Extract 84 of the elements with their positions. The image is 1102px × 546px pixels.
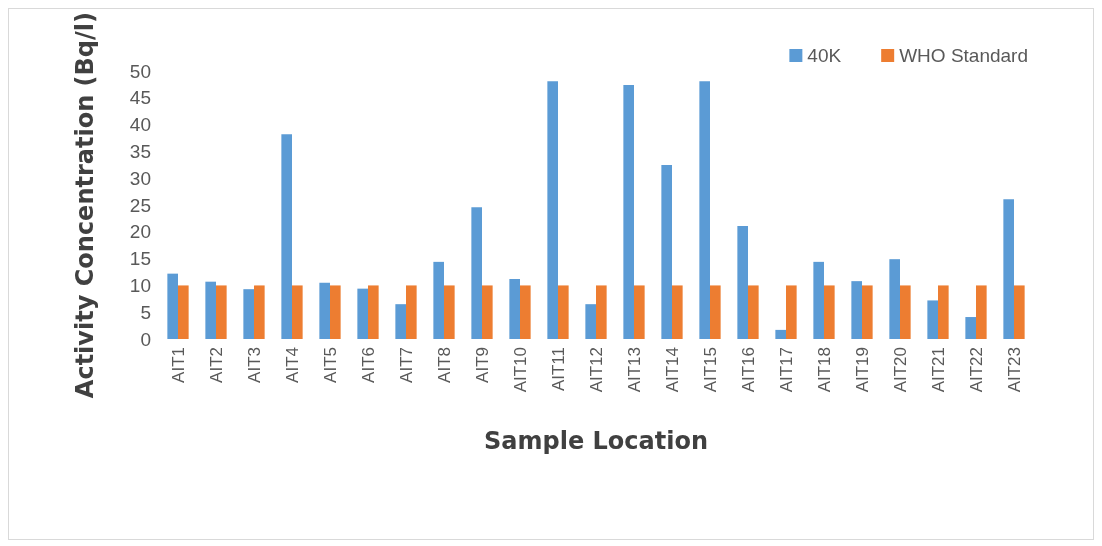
- bar: [596, 285, 607, 339]
- bar: [433, 261, 444, 339]
- x-tick-label: AIT3: [244, 347, 264, 383]
- bar: [623, 85, 634, 339]
- bar: [699, 81, 710, 339]
- legend-label: WHO Standard: [899, 45, 1028, 66]
- x-tick-label: AIT2: [206, 347, 226, 383]
- y-tick-label: 0: [140, 328, 151, 350]
- x-tick-label: AIT14: [662, 347, 682, 393]
- y-tick-label: 30: [129, 167, 151, 189]
- bar: [482, 285, 493, 339]
- bar: [710, 285, 721, 339]
- y-tick-label: 25: [129, 194, 151, 216]
- bar: [406, 285, 417, 339]
- y-tick-label: 40: [129, 114, 151, 136]
- y-axis-title: Activity Concentration (Bq/l): [71, 12, 99, 399]
- x-tick-label: AIT5: [320, 347, 340, 383]
- x-tick-label: AIT21: [928, 347, 948, 393]
- y-tick-label: 45: [129, 87, 151, 109]
- bar: [1003, 199, 1014, 339]
- bar: [634, 285, 645, 339]
- x-tick-label: AIT17: [776, 347, 796, 393]
- bar: [661, 164, 672, 339]
- bar: [775, 329, 786, 339]
- y-tick-label: 10: [129, 274, 151, 296]
- x-tick-label: AIT1: [168, 347, 188, 383]
- bar: [976, 285, 987, 339]
- bar: [672, 285, 683, 339]
- bar: [319, 282, 330, 339]
- bar: [927, 300, 938, 339]
- bar: [851, 281, 862, 339]
- y-tick-label: 15: [129, 248, 151, 270]
- bar: [748, 285, 759, 339]
- bar: [786, 285, 797, 339]
- x-tick-label: AIT19: [852, 347, 872, 393]
- y-tick-label: 20: [129, 221, 151, 243]
- bar: [965, 317, 976, 339]
- x-tick-label: AIT12: [586, 347, 606, 393]
- bar: [254, 285, 265, 339]
- x-axis-title: Sample Location: [483, 427, 709, 455]
- bar: [205, 281, 216, 339]
- x-tick-label: AIT7: [396, 347, 416, 383]
- bar: [1014, 285, 1025, 339]
- x-tick-label: AIT18: [814, 347, 834, 393]
- bar: [243, 289, 254, 339]
- bar: [471, 207, 482, 339]
- bar: [813, 261, 824, 339]
- bar: [520, 285, 531, 339]
- x-tick-label: AIT11: [548, 347, 568, 392]
- x-tick-label: AIT4: [282, 347, 302, 383]
- bar: [900, 285, 911, 339]
- bar: [357, 288, 368, 339]
- bar: [292, 285, 303, 339]
- x-tick-label: AIT16: [738, 347, 758, 393]
- bar: [509, 279, 520, 339]
- bar: [824, 285, 835, 339]
- bar: [281, 134, 292, 339]
- x-tick-label: AIT22: [966, 347, 986, 393]
- y-tick-label: 35: [129, 141, 151, 163]
- y-tick-label: 50: [129, 60, 151, 82]
- x-tick-label: AIT23: [1004, 347, 1024, 393]
- legend-label: 40K: [807, 45, 842, 66]
- bar: [585, 304, 596, 339]
- bar: [395, 304, 406, 339]
- x-tick-label: AIT6: [358, 347, 378, 383]
- bar: [558, 285, 569, 339]
- y-tick-label: 5: [140, 301, 151, 323]
- x-tick-label: AIT15: [700, 347, 720, 393]
- bar: [444, 285, 455, 339]
- x-tick-label: AIT9: [472, 347, 492, 383]
- bar: [889, 259, 900, 339]
- bar: [216, 285, 227, 339]
- bar: [368, 285, 379, 339]
- x-tick-label: AIT8: [434, 347, 454, 383]
- bar: [938, 285, 949, 339]
- x-tick-label: AIT13: [624, 347, 644, 393]
- bar: [167, 273, 178, 339]
- bar: [862, 285, 873, 339]
- bar: [737, 225, 748, 339]
- x-tick-label: AIT10: [510, 347, 530, 393]
- bar: [547, 81, 558, 339]
- x-tick-label: AIT20: [890, 347, 910, 393]
- bar: [330, 285, 341, 339]
- bar: [178, 285, 189, 339]
